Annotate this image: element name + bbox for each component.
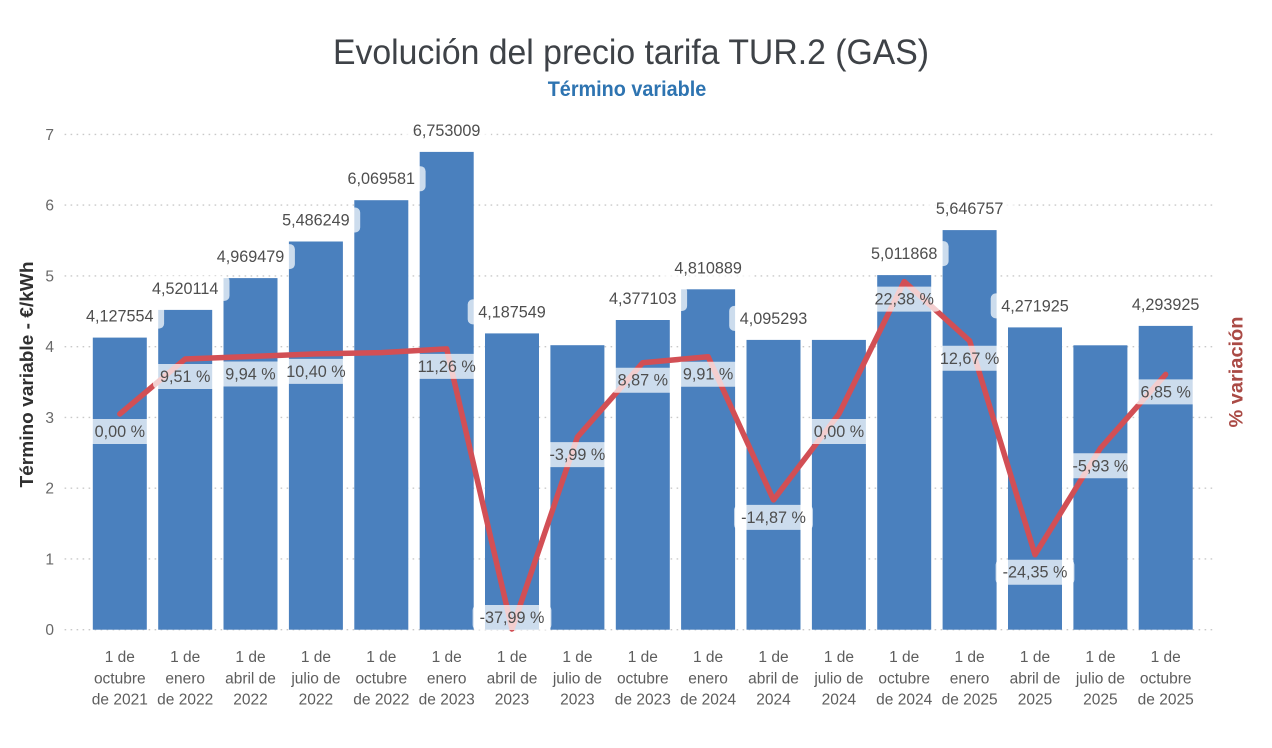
svg-text:de 2021: de 2021 bbox=[92, 692, 148, 709]
svg-text:1 de: 1 de bbox=[1151, 649, 1181, 666]
svg-text:abril de: abril de bbox=[1010, 671, 1061, 688]
svg-text:4,187549: 4,187549 bbox=[478, 303, 546, 321]
svg-text:-5,93 %: -5,93 % bbox=[1073, 457, 1129, 475]
svg-text:0,00 %: 0,00 % bbox=[814, 423, 864, 441]
svg-text:4,969479: 4,969479 bbox=[217, 248, 285, 266]
svg-text:enero: enero bbox=[427, 671, 467, 688]
svg-text:2023: 2023 bbox=[495, 692, 529, 709]
svg-text:1 de: 1 de bbox=[235, 649, 265, 666]
svg-text:Evolución del precio tarifa TU: Evolución del precio tarifa TUR.2 (GAS) bbox=[333, 33, 929, 72]
svg-text:octubre: octubre bbox=[1140, 671, 1192, 688]
svg-text:octubre: octubre bbox=[94, 671, 146, 688]
svg-text:0,00 %: 0,00 % bbox=[95, 423, 145, 441]
svg-text:1 de: 1 de bbox=[301, 649, 331, 666]
svg-text:julio de: julio de bbox=[552, 671, 602, 688]
svg-text:5,011868: 5,011868 bbox=[871, 245, 937, 263]
svg-text:de 2022: de 2022 bbox=[353, 692, 409, 709]
svg-text:1 de: 1 de bbox=[889, 649, 919, 666]
svg-text:1: 1 bbox=[45, 551, 54, 568]
svg-text:22,38 %: 22,38 % bbox=[874, 291, 933, 309]
svg-text:4: 4 bbox=[45, 339, 54, 356]
svg-text:de 2022: de 2022 bbox=[157, 692, 213, 709]
svg-text:Término variable - €/kWh: Término variable - €/kWh bbox=[17, 262, 37, 488]
svg-text:4,377103: 4,377103 bbox=[609, 290, 677, 308]
svg-text:9,91 %: 9,91 % bbox=[683, 366, 733, 384]
svg-text:1 de: 1 de bbox=[1020, 649, 1050, 666]
svg-text:1 de: 1 de bbox=[432, 649, 462, 666]
svg-text:1 de: 1 de bbox=[170, 649, 200, 666]
svg-text:octubre: octubre bbox=[878, 671, 930, 688]
svg-text:-24,35 %: -24,35 % bbox=[1003, 564, 1068, 582]
svg-text:julio de: julio de bbox=[1075, 671, 1125, 688]
svg-text:-37,99 %: -37,99 % bbox=[480, 609, 545, 627]
svg-text:abril de: abril de bbox=[225, 671, 276, 688]
svg-text:de 2025: de 2025 bbox=[1138, 692, 1194, 709]
svg-text:7: 7 bbox=[45, 127, 54, 144]
svg-text:1 de: 1 de bbox=[562, 649, 592, 666]
svg-text:9,94 %: 9,94 % bbox=[225, 366, 275, 384]
svg-text:9,51 %: 9,51 % bbox=[160, 368, 210, 386]
svg-text:6,069581: 6,069581 bbox=[348, 170, 416, 188]
svg-text:4,127554: 4,127554 bbox=[86, 308, 154, 326]
svg-text:2024: 2024 bbox=[756, 692, 791, 709]
svg-text:4,095293: 4,095293 bbox=[740, 310, 808, 328]
svg-text:2: 2 bbox=[45, 481, 54, 498]
svg-text:6,753009: 6,753009 bbox=[413, 122, 481, 140]
svg-text:10,40 %: 10,40 % bbox=[286, 363, 345, 381]
svg-text:-3,99 %: -3,99 % bbox=[550, 446, 606, 464]
svg-text:octubre: octubre bbox=[355, 671, 407, 688]
svg-text:de 2023: de 2023 bbox=[419, 692, 475, 709]
svg-text:de 2024: de 2024 bbox=[876, 692, 932, 709]
svg-text:1 de: 1 de bbox=[758, 649, 788, 666]
svg-text:enero: enero bbox=[688, 671, 728, 688]
svg-text:1 de: 1 de bbox=[955, 649, 985, 666]
svg-text:0: 0 bbox=[45, 622, 54, 639]
svg-text:julio de: julio de bbox=[813, 671, 863, 688]
svg-text:5,486249: 5,486249 bbox=[282, 212, 350, 230]
svg-text:2023: 2023 bbox=[560, 692, 594, 709]
svg-text:% variación: % variación bbox=[1227, 317, 1248, 428]
svg-text:abril de: abril de bbox=[487, 671, 538, 688]
svg-text:abril de: abril de bbox=[748, 671, 799, 688]
svg-text:6: 6 bbox=[45, 198, 54, 215]
svg-text:enero: enero bbox=[950, 671, 990, 688]
svg-text:1 de: 1 de bbox=[824, 649, 854, 666]
svg-text:1 de: 1 de bbox=[105, 649, 135, 666]
svg-text:8,87 %: 8,87 % bbox=[618, 372, 668, 390]
svg-text:1 de: 1 de bbox=[366, 649, 396, 666]
svg-text:1 de: 1 de bbox=[497, 649, 527, 666]
svg-text:1 de: 1 de bbox=[1085, 649, 1115, 666]
svg-text:-14,87 %: -14,87 % bbox=[741, 509, 806, 527]
svg-text:enero: enero bbox=[165, 671, 205, 688]
svg-text:2025: 2025 bbox=[1083, 692, 1117, 709]
svg-text:11,26 %: 11,26 % bbox=[418, 358, 476, 376]
svg-text:5: 5 bbox=[45, 268, 54, 285]
svg-text:2024: 2024 bbox=[822, 692, 857, 709]
svg-text:1 de: 1 de bbox=[693, 649, 723, 666]
svg-text:12,67 %: 12,67 % bbox=[940, 350, 999, 368]
svg-text:3: 3 bbox=[45, 410, 54, 427]
svg-text:4,520114: 4,520114 bbox=[152, 280, 218, 298]
svg-text:2022: 2022 bbox=[233, 692, 267, 709]
svg-text:4,271925: 4,271925 bbox=[1001, 297, 1069, 315]
svg-text:2025: 2025 bbox=[1018, 692, 1052, 709]
svg-text:de 2023: de 2023 bbox=[615, 692, 671, 709]
svg-text:de 2025: de 2025 bbox=[942, 692, 998, 709]
svg-text:de 2024: de 2024 bbox=[680, 692, 736, 709]
svg-text:2022: 2022 bbox=[299, 692, 333, 709]
svg-text:octubre: octubre bbox=[617, 671, 669, 688]
svg-text:6,85 %: 6,85 % bbox=[1140, 383, 1190, 401]
svg-text:5,646757: 5,646757 bbox=[936, 200, 1004, 218]
svg-text:julio de: julio de bbox=[290, 671, 340, 688]
svg-text:4,810889: 4,810889 bbox=[674, 259, 742, 277]
svg-text:Término variable: Término variable bbox=[548, 78, 707, 101]
svg-text:4,293925: 4,293925 bbox=[1132, 296, 1200, 314]
svg-text:1 de: 1 de bbox=[628, 649, 658, 666]
